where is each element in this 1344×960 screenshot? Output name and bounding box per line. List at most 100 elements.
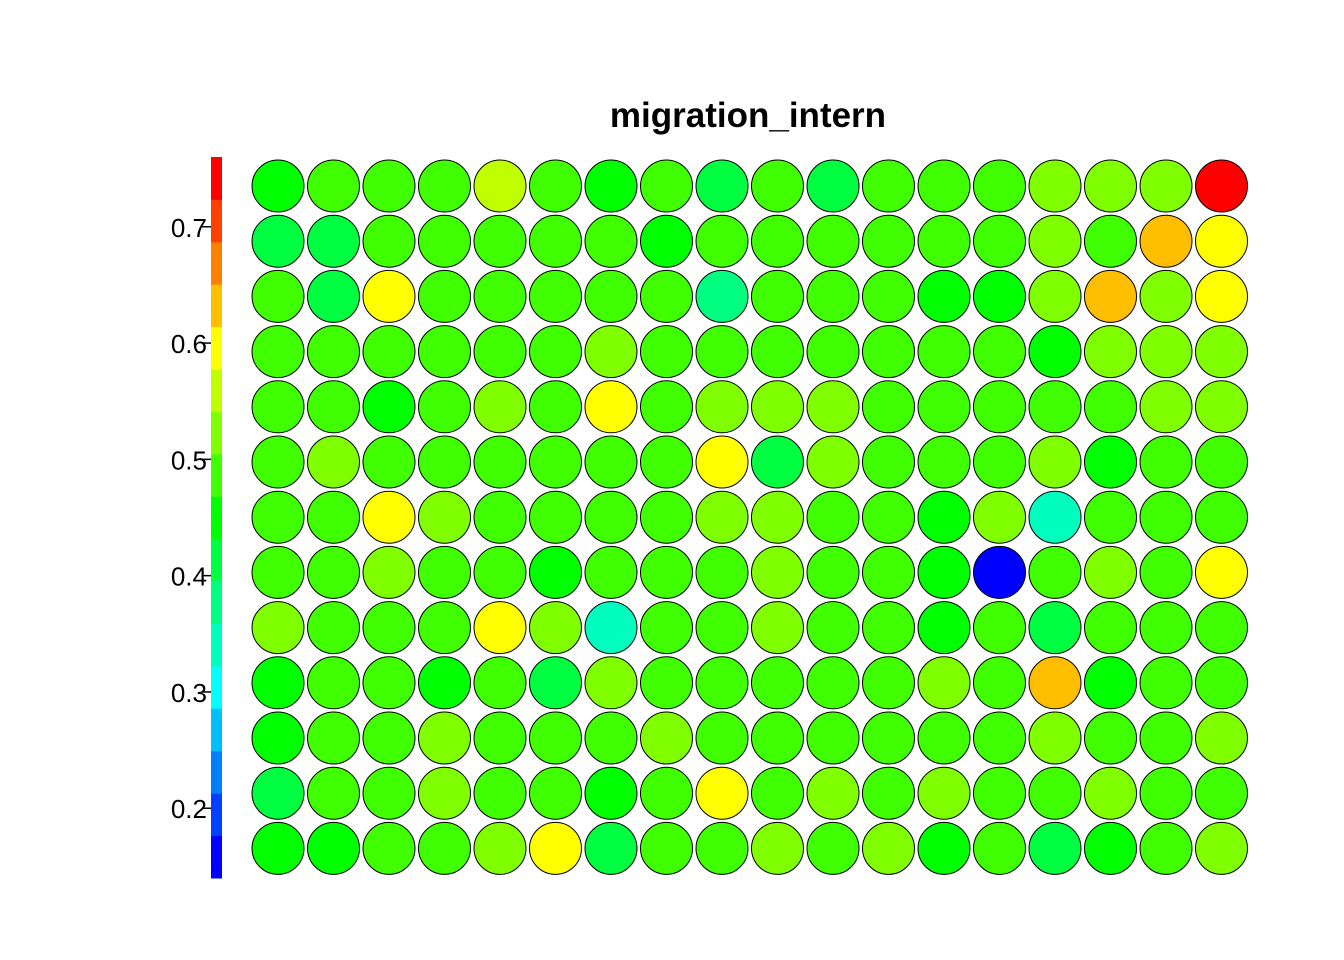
som-cell — [307, 325, 360, 379]
som-cell — [1084, 766, 1137, 820]
som-cell — [362, 214, 416, 268]
chart-title: migration_intern — [609, 96, 887, 135]
som-cell — [862, 380, 915, 434]
colorbar-tick-label: 0.7 — [171, 213, 207, 243]
som-cell — [307, 656, 360, 710]
som-cell — [751, 325, 804, 379]
som-cell — [1028, 380, 1082, 434]
som-cell — [362, 656, 416, 710]
som-cell — [1139, 545, 1193, 599]
som-cell — [695, 821, 749, 875]
som-cell — [529, 656, 582, 710]
som-cell — [529, 490, 582, 544]
som-cell — [1139, 435, 1193, 489]
som-cell — [1139, 159, 1193, 213]
colorbar-segment — [211, 453, 222, 497]
som-cell — [1084, 545, 1137, 599]
som-cell — [418, 435, 471, 489]
som-cell — [695, 490, 749, 544]
som-cell — [1084, 325, 1137, 379]
som-cell — [584, 159, 638, 213]
som-cell — [640, 214, 693, 268]
som-cell — [307, 269, 360, 323]
som-cell — [1028, 214, 1082, 268]
som-cell — [529, 159, 582, 213]
som-cell — [973, 159, 1026, 213]
som-cell — [529, 435, 582, 489]
colorbar-segment — [211, 581, 222, 625]
som-cell — [251, 214, 305, 268]
som-cell — [640, 490, 693, 544]
som-cell — [362, 766, 416, 820]
som-cell — [251, 766, 305, 820]
som-cell — [1139, 656, 1193, 710]
som-cell — [917, 380, 971, 434]
som-cell — [584, 545, 638, 599]
som-cell — [1139, 766, 1193, 820]
som-cell — [418, 601, 471, 655]
som-cell — [1084, 435, 1137, 489]
som-cell — [529, 766, 582, 820]
som-cell — [806, 159, 860, 213]
som-cell — [751, 601, 804, 655]
som-cell — [1084, 656, 1137, 710]
som-cell — [973, 325, 1026, 379]
som-cell — [695, 269, 749, 323]
som-cell — [307, 435, 360, 489]
som-cell — [1139, 490, 1193, 544]
som-cell — [917, 656, 971, 710]
som-cell — [418, 214, 471, 268]
som-cell — [917, 545, 971, 599]
som-cell — [695, 435, 749, 489]
som-cell — [640, 269, 693, 323]
som-cell — [973, 435, 1026, 489]
som-cell — [640, 766, 693, 820]
som-cell — [1028, 656, 1082, 710]
som-cell — [362, 435, 416, 489]
som-cell — [862, 490, 915, 544]
som-cell — [473, 766, 527, 820]
som-cell — [251, 601, 305, 655]
som-cell — [1195, 269, 1248, 323]
som-cell — [695, 711, 749, 765]
som-cell — [473, 380, 527, 434]
som-cell — [1195, 380, 1248, 434]
colorbar: 0.2 0.3 0.4 0.5 0.6 0.7 — [171, 157, 222, 879]
som-cell — [307, 601, 360, 655]
som-cell — [584, 711, 638, 765]
colorbar-tick-label: 0.4 — [171, 562, 207, 592]
som-cell — [917, 766, 971, 820]
som-cell — [1028, 325, 1082, 379]
som-cell — [418, 821, 471, 875]
som-cell — [584, 490, 638, 544]
som-cell — [973, 766, 1026, 820]
som-cell — [529, 711, 582, 765]
som-cell — [973, 545, 1026, 599]
som-cell — [917, 490, 971, 544]
som-cell — [917, 711, 971, 765]
cell-grid — [251, 159, 1248, 875]
som-cell — [1139, 214, 1193, 268]
som-cell — [418, 766, 471, 820]
som-cell — [751, 490, 804, 544]
som-cell — [973, 656, 1026, 710]
colorbar-segment — [211, 199, 222, 243]
som-cell — [917, 821, 971, 875]
som-cell — [806, 325, 860, 379]
som-cell — [529, 269, 582, 323]
colorbar-segment — [211, 835, 222, 879]
som-cell — [251, 325, 305, 379]
som-cell — [1139, 821, 1193, 875]
som-cell — [917, 325, 971, 379]
som-cell — [1084, 490, 1137, 544]
som-cell — [584, 214, 638, 268]
som-cell — [695, 656, 749, 710]
som-cell — [1139, 269, 1193, 323]
som-cell — [584, 821, 638, 875]
colorbar-segment — [211, 750, 222, 794]
som-cell — [917, 435, 971, 489]
som-cell — [473, 159, 527, 213]
som-cell — [695, 325, 749, 379]
som-cell — [1195, 821, 1248, 875]
